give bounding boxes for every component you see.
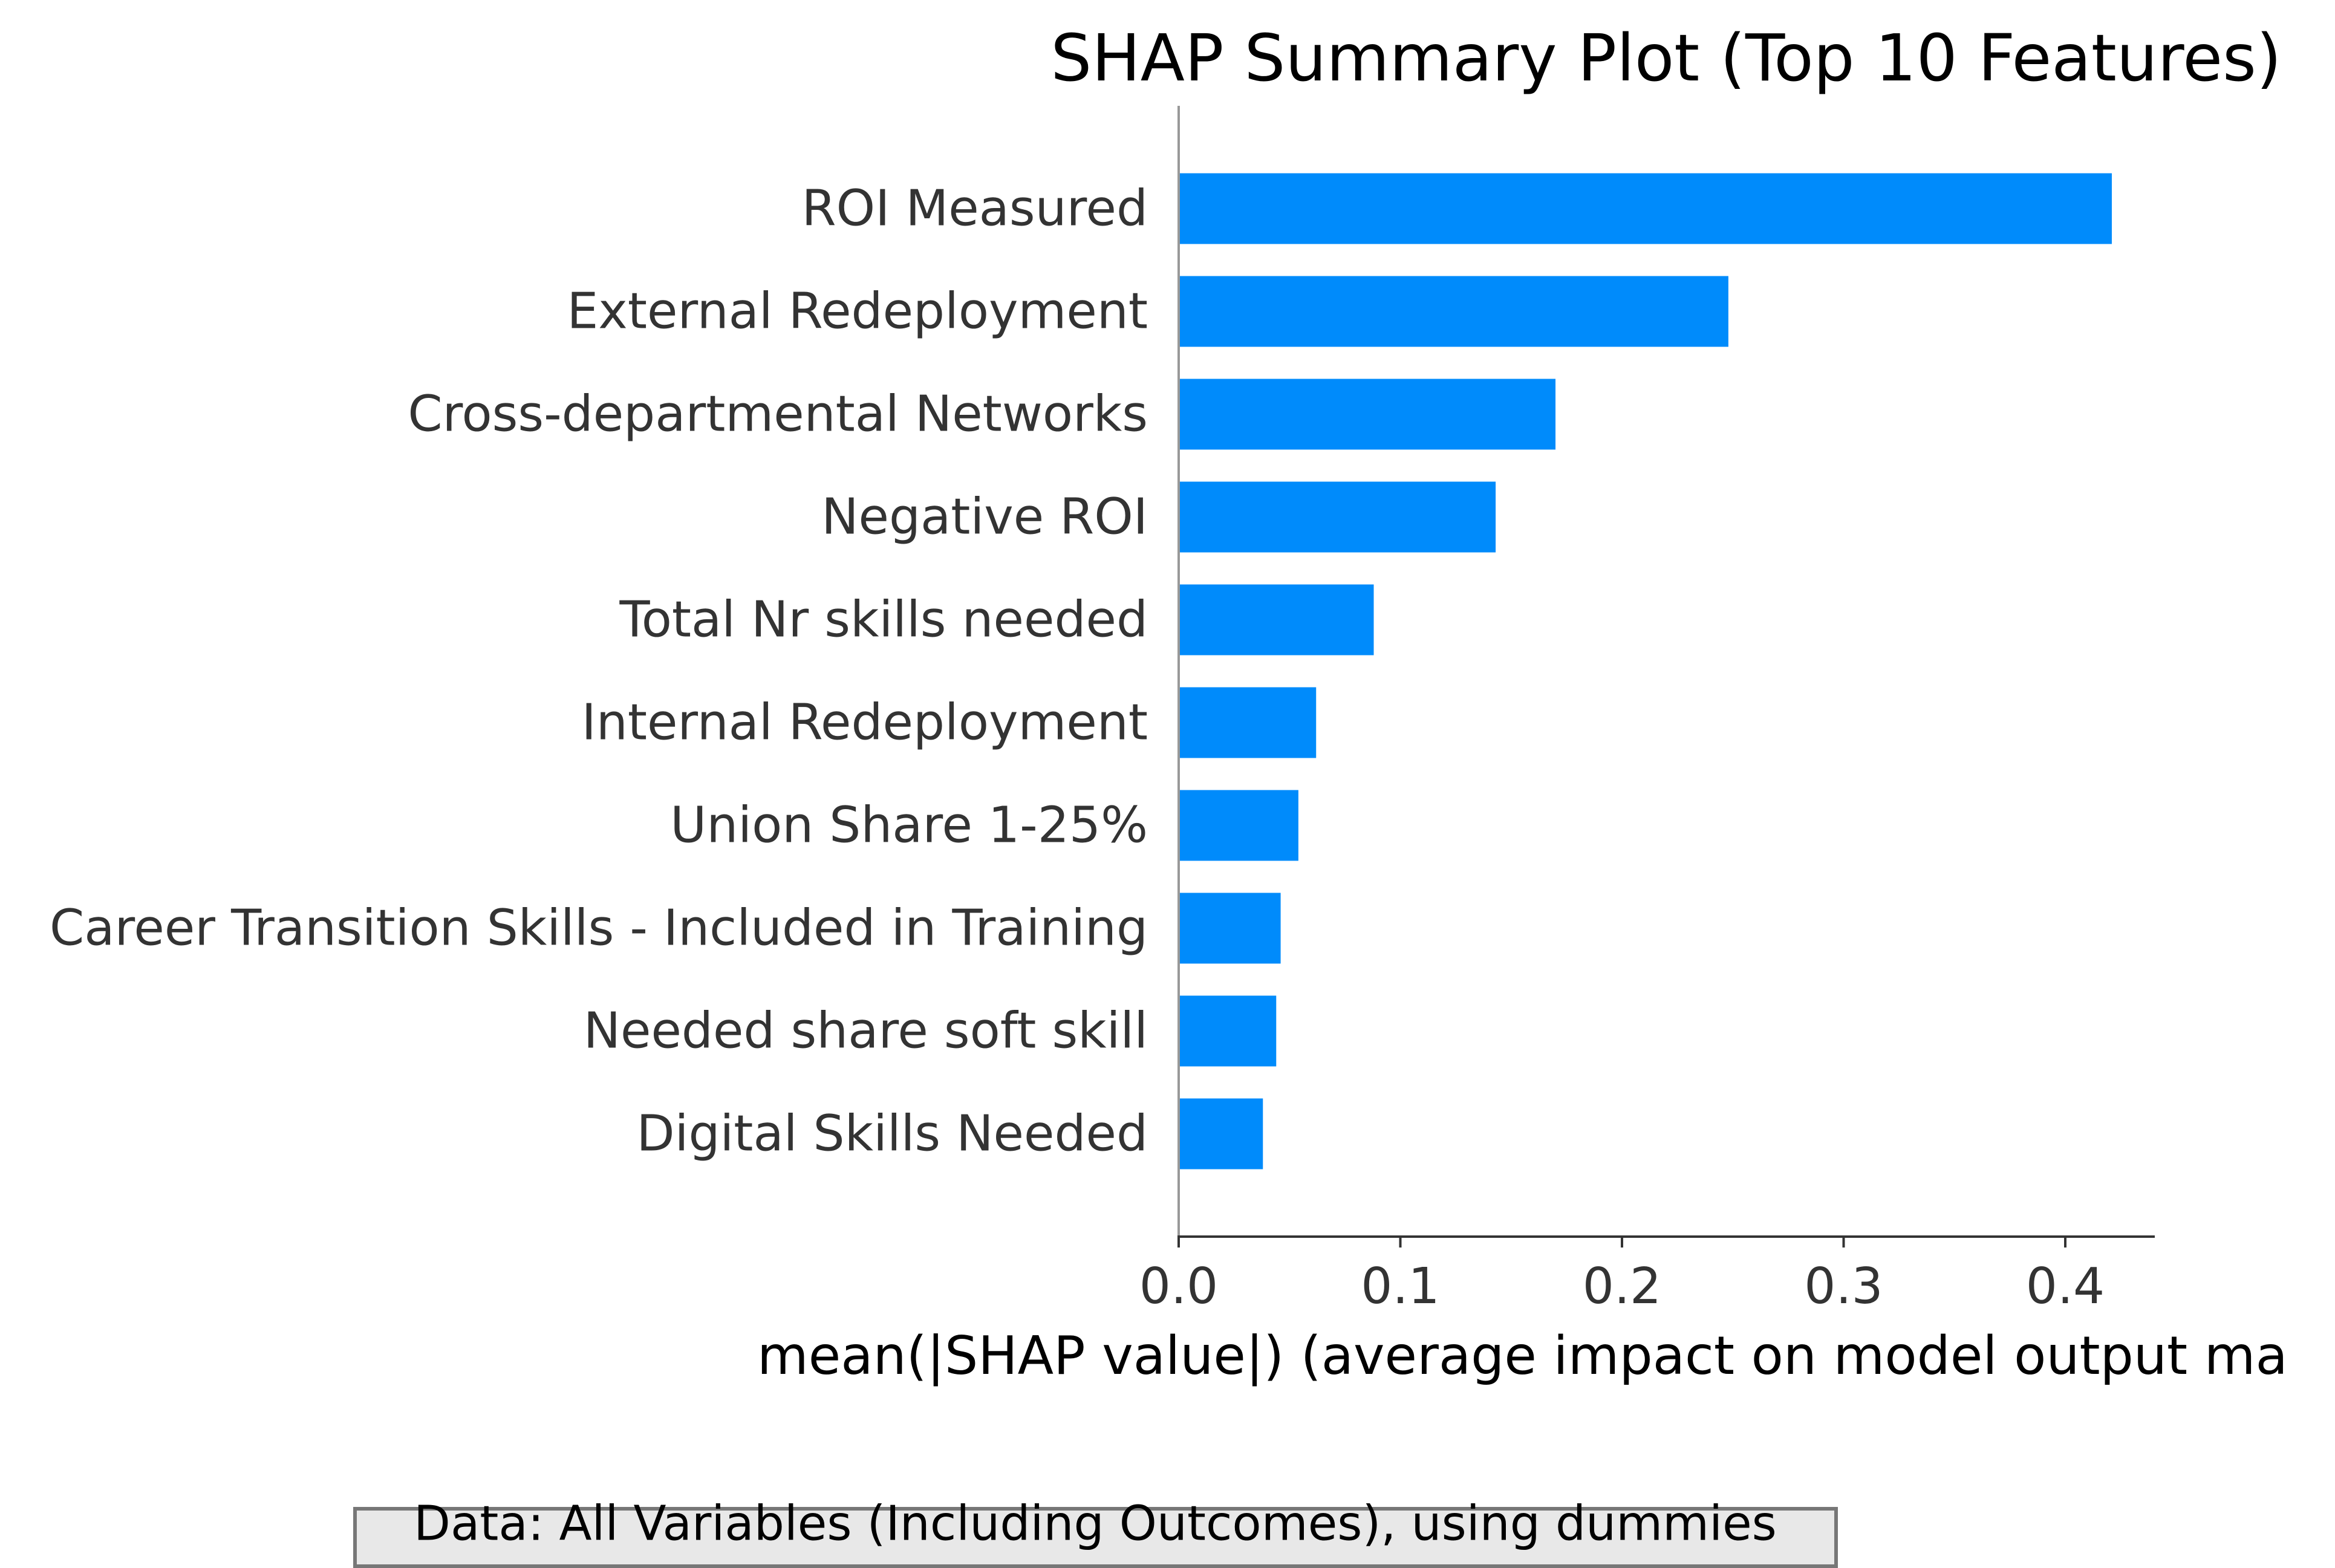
data-note: Data: All Variables (Including Outcomes)…	[414, 1495, 1777, 1551]
bar-10	[1179, 1098, 1263, 1169]
note-box	[353, 1507, 1838, 1568]
category-label: Needed share soft skill	[584, 1003, 1148, 1060]
bar-8	[1179, 893, 1281, 964]
x-tick-label: 0.4	[2026, 1258, 2105, 1315]
category-label: Cross-departmental Networks	[408, 386, 1148, 443]
category-label: Union Share 1-25%	[670, 797, 1148, 854]
category-label: External Redeployment	[567, 283, 1148, 340]
bar-5	[1179, 584, 1374, 656]
x-tick-label: 0.1	[1361, 1258, 1439, 1315]
category-label: Total Nr skills needed	[619, 591, 1148, 649]
bar-3	[1179, 379, 1556, 450]
bar-1	[1179, 173, 2112, 244]
bar-4	[1179, 481, 1496, 553]
x-axis-label: mean(|SHAP value|) (average impact on mo…	[757, 1325, 2288, 1387]
bar-2	[1179, 276, 1728, 347]
x-tick-label: 0.0	[1139, 1258, 1218, 1315]
x-tick-label: 0.2	[1583, 1258, 1661, 1315]
bar-9	[1179, 995, 1277, 1067]
chart-title: SHAP Summary Plot (Top 10 Features)	[1050, 21, 2281, 96]
category-label: Digital Skills Needed	[637, 1105, 1148, 1163]
bars-group	[1179, 173, 2112, 1169]
x-ticks: 0.0 0.1 0.2 0.3 0.4	[1139, 1237, 2105, 1315]
bar-7	[1179, 790, 1298, 861]
category-labels: ROI Measured External Redeployment Cross-d…	[50, 180, 1148, 1163]
category-label: Career Transition Skills - Included in T…	[50, 900, 1148, 957]
category-label: ROI Measured	[802, 180, 1148, 238]
bar-6	[1179, 687, 1317, 758]
x-tick-label: 0.3	[1804, 1258, 1883, 1315]
category-label: Internal Redeployment	[582, 694, 1148, 752]
category-label: Negative ROI	[821, 489, 1148, 546]
